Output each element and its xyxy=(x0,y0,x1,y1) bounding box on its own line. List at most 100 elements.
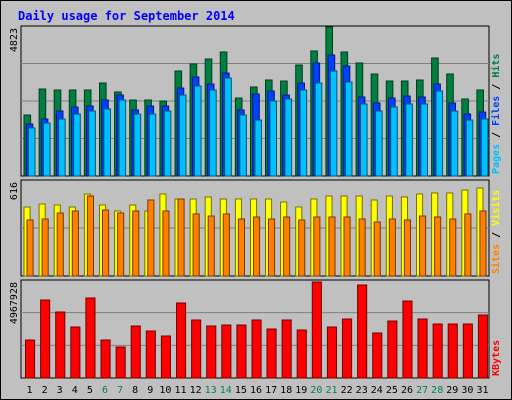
bar-kbytes-day-3 xyxy=(55,311,66,379)
bar-kbytes-day-25 xyxy=(387,320,398,379)
bar-sites-day-30 xyxy=(464,213,472,277)
bar-kbytes-day-8 xyxy=(130,325,141,379)
bar-sites-day-11 xyxy=(177,198,185,277)
x-tick-label: 24 xyxy=(371,385,383,396)
bar-sites-day-18 xyxy=(283,216,291,277)
bar-kbytes-day-9 xyxy=(145,330,156,379)
bar-sites-day-22 xyxy=(343,216,351,277)
x-tick-label: 9 xyxy=(147,385,153,396)
bar-kbytes-day-29 xyxy=(447,323,458,379)
bar-kbytes-day-24 xyxy=(372,332,383,379)
x-tick-label: 28 xyxy=(431,385,443,396)
legend: Sites / Visits xyxy=(490,190,502,274)
bar-kbytes-day-1 xyxy=(25,339,36,379)
x-tick-label: 5 xyxy=(87,385,93,396)
x-tick-label: 10 xyxy=(159,385,171,396)
bar-sites-day-25 xyxy=(388,218,396,277)
bar-sites-day-10 xyxy=(162,210,170,277)
y-max-label: 4967928 xyxy=(9,282,20,324)
bar-kbytes-day-2 xyxy=(40,299,51,379)
x-tick-label: 4 xyxy=(72,385,78,396)
bar-sites-day-27 xyxy=(419,215,427,277)
bar-sites-day-15 xyxy=(237,218,245,277)
x-tick-label: 18 xyxy=(280,385,292,396)
bar-sites-day-12 xyxy=(192,213,200,277)
bar-pages-day-24 xyxy=(375,110,383,177)
bar-pages-day-9 xyxy=(148,113,157,177)
bar-pages-day-15 xyxy=(239,114,247,177)
x-tick-label: 2 xyxy=(42,385,48,396)
bar-pages-day-1 xyxy=(27,127,36,177)
bar-kbytes-day-21 xyxy=(326,326,337,379)
x-tick-label: 3 xyxy=(57,385,63,396)
x-axis-labels: 1 2 3 4 5 6 7 8 9 10 11 12 13 14 15 16 17 18 19 20 21 22 23 24 2… xyxy=(26,385,488,396)
bar-kbytes-day-17 xyxy=(266,328,277,379)
x-tick-label: 21 xyxy=(325,385,337,396)
bar-pages-day-7 xyxy=(118,99,127,177)
bar-pages-day-14 xyxy=(224,77,232,177)
x-tick-label: 17 xyxy=(265,385,277,396)
y-max-label: 4823 xyxy=(9,28,20,52)
bar-pages-day-31 xyxy=(480,118,489,177)
bar-sites-day-21 xyxy=(328,216,336,277)
bar-pages-day-26 xyxy=(405,103,413,177)
bar-pages-day-2 xyxy=(43,122,51,177)
legend: KBytes xyxy=(491,340,502,376)
bar-kbytes-day-19 xyxy=(296,329,307,379)
bar-pages-day-13 xyxy=(209,89,217,177)
bar-kbytes-day-28 xyxy=(432,323,443,379)
bar-sites-day-1 xyxy=(26,219,34,277)
x-tick-label: 6 xyxy=(102,385,108,396)
x-tick-label: 27 xyxy=(416,385,428,396)
y-max-label: 616 xyxy=(9,182,20,200)
bar-kbytes-day-4 xyxy=(70,326,81,379)
bar-pages-day-29 xyxy=(450,110,459,177)
panel-hits-files-pages: 4823 Pages / Files / Hits xyxy=(9,25,502,177)
x-tick-label: 13 xyxy=(205,385,217,396)
bar-sites-day-8 xyxy=(132,210,140,277)
x-tick-label: 12 xyxy=(190,385,202,396)
bar-pages-day-3 xyxy=(58,118,66,177)
bar-sites-day-31 xyxy=(479,210,487,277)
bar-sites-day-2 xyxy=(41,218,49,277)
legend-separator: / xyxy=(491,78,502,96)
bar-pages-day-28 xyxy=(435,90,444,177)
legend-entry-visits: Visits xyxy=(490,190,502,226)
bar-kbytes-day-7 xyxy=(115,346,126,379)
x-tick-label: 1 xyxy=(26,385,32,396)
bar-pages-day-30 xyxy=(465,119,474,177)
bar-sites-day-5 xyxy=(86,195,95,277)
bar-sites-day-6 xyxy=(102,209,110,277)
legend-entry-kbytes: KBytes xyxy=(491,340,502,376)
bar-sites-day-20 xyxy=(313,216,321,277)
panels-group: 4823 Pages / Files / Hits 616 Sites / Visit… xyxy=(9,25,502,379)
bar-pages-day-16 xyxy=(254,119,262,177)
bar-kbytes-day-14 xyxy=(221,324,232,379)
x-tick-label: 11 xyxy=(174,385,186,396)
bar-pages-day-5 xyxy=(88,110,96,177)
bar-kbytes-day-6 xyxy=(100,339,111,379)
bar-kbytes-day-18 xyxy=(281,319,292,379)
bar-kbytes-day-12 xyxy=(191,319,202,379)
x-tick-label: 30 xyxy=(461,385,473,396)
bar-pages-day-18 xyxy=(284,98,293,177)
legend-entry-hits: Hits xyxy=(490,54,502,78)
series-sites xyxy=(26,195,487,277)
bar-pages-day-6 xyxy=(103,108,112,177)
bar-pages-day-27 xyxy=(420,103,428,177)
bar-kbytes-day-22 xyxy=(342,318,353,379)
bar-kbytes-day-15 xyxy=(236,324,247,379)
bar-kbytes-day-13 xyxy=(206,325,217,379)
bar-sites-day-9 xyxy=(147,199,155,277)
bar-sites-day-7 xyxy=(117,212,125,277)
panel-visits-sites: 616 Sites / Visits xyxy=(9,179,502,277)
x-tick-label: 19 xyxy=(295,385,307,396)
bar-kbytes-day-31 xyxy=(477,314,488,379)
bar-pages-day-17 xyxy=(269,100,277,177)
bar-kbytes-day-26 xyxy=(402,300,413,379)
x-tick-label: 31 xyxy=(476,385,488,396)
x-tick-label: 25 xyxy=(386,385,398,396)
bar-sites-day-13 xyxy=(207,215,215,277)
